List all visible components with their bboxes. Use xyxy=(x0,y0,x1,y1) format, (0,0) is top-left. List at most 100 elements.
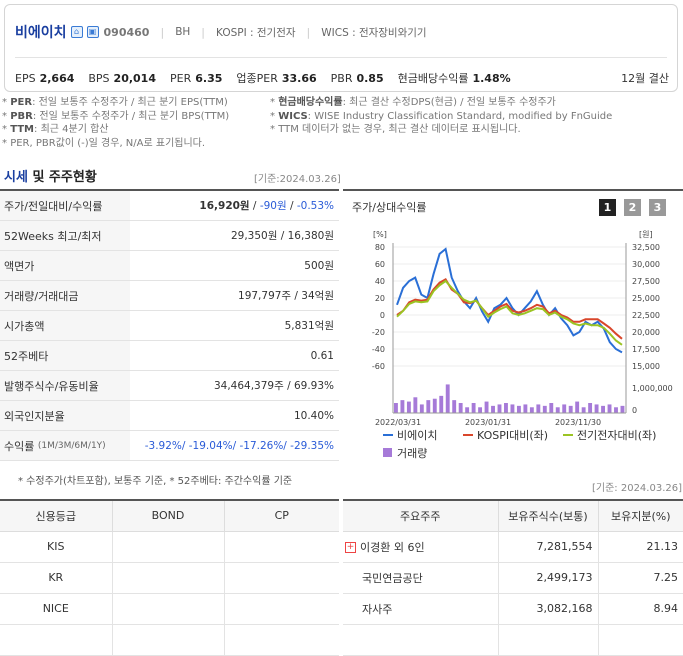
legend-swatch xyxy=(383,448,392,457)
table-row: 자사주 3,082,168 8.94 xyxy=(343,593,683,625)
metric-label: 현금배당수익률 xyxy=(397,72,469,85)
market-sector: KOSPI : 전기전자 xyxy=(216,26,296,39)
ticker: BH xyxy=(175,26,191,38)
price-chart: [%] [원] 80 32,500 60 30,000 40 27,500 20 25,000 0 2… xyxy=(372,230,673,460)
credit-rating-table: 신용등급 BOND CP KIS KR NICE xyxy=(0,499,339,656)
row-value: -3.92%/ -19.04%/ -17.26%/ -29.35% xyxy=(144,439,334,452)
volume-bar xyxy=(581,407,586,413)
volume-bar xyxy=(536,404,541,413)
company-name: 비에이치 xyxy=(15,25,67,41)
legend-label: 전기전자대비(좌) xyxy=(577,429,656,442)
price-date: [기준:2024.03.26] xyxy=(254,174,341,185)
note-line: * TTM 데이터가 없는 경우, 최근 결산 데이터로 표시됩니다. xyxy=(270,124,521,135)
y-left-tick: 80 xyxy=(375,243,385,252)
chart-tab-2[interactable]: 2 xyxy=(624,199,641,216)
volume-tick: 1,000,000 xyxy=(632,384,673,393)
expand-icon[interactable]: + xyxy=(345,542,356,553)
col-header: 보유지분(%) xyxy=(598,501,683,532)
valuation-metrics: EPS 2,664 BPS 20,014 PER 6.35 업종PER 33.66 PB… xyxy=(15,70,669,86)
volume-bar xyxy=(562,404,567,413)
volume-bar xyxy=(529,407,534,413)
volume-bar xyxy=(523,404,528,413)
holder-name: 이경환 외 6인 xyxy=(360,540,425,554)
row-label: 52Weeks 최고/최저 xyxy=(0,221,130,250)
row-label: 발행주식수/유동비율 xyxy=(0,371,130,400)
volume-bar xyxy=(588,403,593,413)
volume-bar xyxy=(471,403,476,413)
metric-label: 업종PER xyxy=(236,72,278,85)
shareholders-table: 주요주주 보유주식수(보통) 보유지분(%) + 이경환 외 6인 7,281,554… xyxy=(343,499,683,656)
table-row: 거래량/거래대금 197,797주 / 34억원 xyxy=(0,281,339,311)
table-row: KIS xyxy=(0,531,339,563)
company-title-row: 비에이치 ⌂ ▣ 090460 | BH | KOSPI : 전기전자 | WI… xyxy=(15,22,427,42)
metric-value: 20,014 xyxy=(113,71,156,85)
series-line xyxy=(396,247,623,354)
series-line xyxy=(396,277,623,340)
building-icon[interactable]: ▣ xyxy=(86,26,99,38)
col-header: 보유주식수(보통) xyxy=(498,501,599,532)
metric-value: 6.35 xyxy=(195,71,223,85)
volume-bar xyxy=(445,384,450,413)
table-row: 주가/전일대비/수익률 16,920원 / -90원 / -0.53% xyxy=(0,191,339,221)
y-left-tick: 60 xyxy=(375,260,385,269)
metric-label: BPS xyxy=(88,71,110,85)
row-value: 0.61 xyxy=(310,349,334,362)
volume-tick: 0 xyxy=(632,406,637,415)
row-value: 500원 xyxy=(304,260,334,272)
table-row: 수익률 (1M/3M/6M/1Y) -3.92%/ -19.04%/ -17.26… xyxy=(0,431,339,461)
note-line: * TTM: 최근 4분기 합산 xyxy=(2,124,109,135)
price-chart-panel: 주가/상대수익률 1 2 3 [%] [원] 80 32,500 60 30,000 40 2… xyxy=(343,189,683,460)
table-row: NICE xyxy=(0,593,339,625)
table-row: KR xyxy=(0,562,339,594)
metric-label: PER xyxy=(170,71,192,85)
legend-label: KOSPI대비(좌) xyxy=(477,429,548,442)
company-header: 비에이치 ⌂ ▣ 090460 | BH | KOSPI : 전기전자 | WI… xyxy=(4,4,678,92)
x-tick: 2023/01/31 xyxy=(465,418,511,427)
home-icon[interactable]: ⌂ xyxy=(70,26,83,38)
note-line: * 현금배당수익률: 최근 결산 수정DPS(현금) / 전일 보통주 수정주가 xyxy=(270,97,556,108)
metric-label: PBR xyxy=(330,71,353,85)
note-line: * PBR: 전일 보통주 수정주가 / 최근 분기 BPS(TTM) xyxy=(2,110,230,122)
volume-bar xyxy=(406,401,411,413)
volume-bar xyxy=(542,405,547,413)
unit-right: [원] xyxy=(639,230,653,239)
chart-title: 주가/상대수익률 xyxy=(352,201,427,214)
section-title: 시세 및 주주현황 xyxy=(4,170,97,185)
y-right-tick: 17,500 xyxy=(632,345,660,354)
footnote: * 수정주가(차트포함), 보통주 기준, * 52주베타: 주간수익률 기준 xyxy=(18,476,293,487)
volume-bar xyxy=(614,407,618,413)
y-right-tick: 25,000 xyxy=(632,294,660,303)
volume-bar xyxy=(439,395,444,413)
col-header: 주요주주 xyxy=(343,501,499,532)
volume-bar xyxy=(620,405,625,413)
volume-bar xyxy=(516,405,521,413)
volume-bar xyxy=(555,407,560,413)
chart-tab-1[interactable]: 1 xyxy=(599,199,616,216)
y-left-tick: 40 xyxy=(375,277,385,286)
table-row: 액면가 500원 xyxy=(0,251,339,281)
note-line: * PER: 전일 보통주 수정주가 / 최근 분기 EPS(TTM) xyxy=(2,97,228,108)
volume-bar xyxy=(575,401,580,413)
y-left-tick: 20 xyxy=(375,294,385,303)
row-label: 거래량/거래대금 xyxy=(0,281,130,310)
metric-value: 33.66 xyxy=(281,71,317,85)
metric-label: EPS xyxy=(15,71,36,85)
series-line xyxy=(396,279,623,346)
row-value: 5,831억원 xyxy=(284,320,334,332)
note-line: * PER, PBR값이 (-)일 경우, N/A로 표기됩니다. xyxy=(2,137,206,149)
volume-bar xyxy=(465,407,470,413)
y-left-tick: -40 xyxy=(372,345,385,354)
volume-bar xyxy=(607,404,612,413)
volume-bar xyxy=(568,405,573,413)
volume-bar xyxy=(504,403,508,413)
volume-bar xyxy=(549,403,554,413)
table-row: 시가총액 5,831억원 xyxy=(0,311,339,341)
notes-right: * 현금배당수익률: 최근 결산 수정DPS(현금) / 전일 보통주 수정주가… xyxy=(270,96,612,137)
chart-tab-3[interactable]: 3 xyxy=(649,199,666,216)
table-row: 52Weeks 최고/최저 29,350원 / 16,380원 xyxy=(0,221,339,251)
volume-bar xyxy=(413,397,418,413)
stock-code: 090460 xyxy=(103,25,150,39)
unit-left: [%] xyxy=(373,230,387,239)
volume-bar xyxy=(510,404,515,413)
metric-value: 2,664 xyxy=(39,71,75,85)
